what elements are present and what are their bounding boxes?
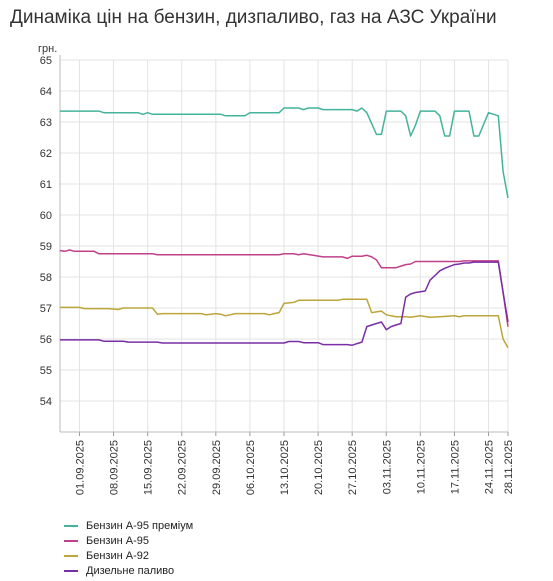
x-tick-label: 15.09.2025 [143,440,155,495]
y-tick-label: 60 [40,210,52,222]
chart-title: Динаміка цін на бензин, дизпаливо, газ н… [10,7,497,28]
x-tick-label: 03.11.2025 [381,440,393,494]
series-line-4 [60,261,509,346]
y-tick-label: 63 [40,117,52,129]
x-tick-label: 08.09.2025 [109,440,121,495]
y-axis-label: грн. [38,43,57,55]
y-tick-label: 57 [40,303,52,315]
legend-label: Бензин А-92 [86,549,149,562]
legend-swatch [64,569,78,572]
legend-label: Дизельне паливо [86,564,175,577]
y-tick-label: 58 [40,272,52,284]
series-line-3 [60,298,509,349]
y-tick-label: 59 [40,241,52,253]
x-tick-label: 17.11.2025 [449,440,461,494]
x-tick-label: 28.11.2025 [503,440,515,494]
legend-label: Бензин А-95 [86,534,149,547]
legend-item-2: Бензин А-95 [64,533,193,548]
x-tick-label: 27.10.2025 [347,440,359,495]
legend-swatch [64,524,78,527]
legend-label: Бензин А-95 преміум [86,519,194,532]
series-line-2 [59,249,509,327]
y-tick-label: 56 [40,334,52,346]
x-tick-label: 01.09.2025 [74,440,86,495]
legend-item-1: Бензин А-95 преміум [64,518,193,533]
y-tick-label: 65 [40,55,52,67]
x-tick-label: 06.10.2025 [245,440,257,495]
x-tick-label: 29.09.2025 [211,440,223,495]
chart-legend: Бензин А-95 преміум Бензин А-95 Бензин А-9… [64,518,193,578]
y-tick-label: 62 [40,148,52,160]
legend-item-4: Дизельне паливо [64,563,193,578]
x-tick-label: 10.11.2025 [415,440,427,494]
legend-swatch [64,539,78,542]
series-line-1 [60,107,509,199]
y-tick-label: 61 [40,179,52,191]
y-tick-label: 55 [40,365,52,377]
x-tick-label: 22.09.2025 [177,440,189,495]
y-tick-label: 64 [40,86,52,98]
x-tick-label: 20.10.2025 [313,440,325,495]
x-tick-label: 24.11.2025 [484,440,496,494]
y-tick-label: 54 [40,396,52,408]
x-tick-label: 13.10.2025 [279,440,291,495]
legend-swatch [64,554,78,557]
legend-item-3: Бензин А-92 [64,548,193,563]
